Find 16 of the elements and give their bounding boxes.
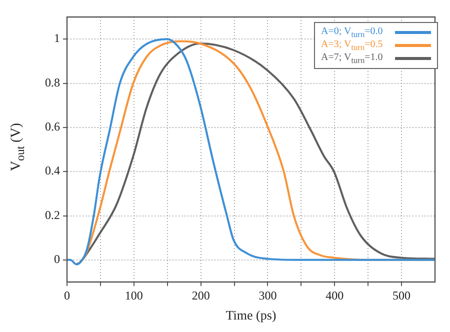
x-tick-label: 300 [258, 288, 277, 302]
x-tick-label: 500 [392, 288, 411, 302]
legend-label: A=0; V$_{turn}$=0.0 [321, 26, 384, 39]
x-tick-label: 200 [192, 288, 210, 302]
x-axis-title: Time (ps) [226, 308, 276, 323]
y-tick-label: 1 [54, 31, 60, 46]
y-tick-label: 0.4 [45, 164, 60, 178]
y-tick-label: 0.2 [45, 208, 60, 222]
legend-label: A=7; V$_{turn}$=1.0 [321, 52, 384, 65]
x-tick-label: 400 [326, 288, 344, 302]
x-tick-label: 0 [64, 288, 70, 302]
y-tick-label: 0 [54, 252, 60, 266]
y-tick-label: 0.8 [45, 75, 60, 90]
y-tick-label: 0.6 [45, 120, 60, 134]
x-tick-label: 100 [124, 288, 143, 302]
legend-label: A=3; V$_{turn}$=0.5 [321, 39, 384, 52]
